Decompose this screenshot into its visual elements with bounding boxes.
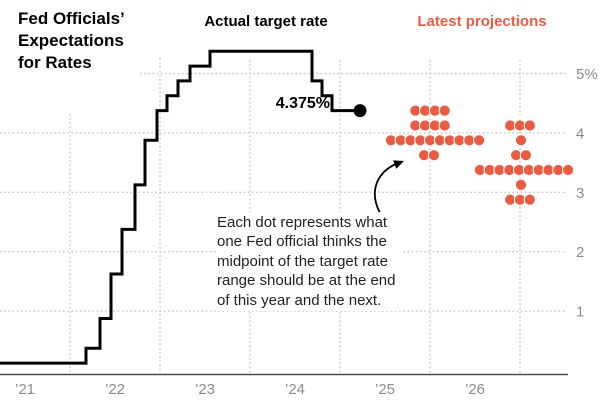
dot-plot-2025 [384, 104, 486, 162]
rate-value-label: 4.375% [275, 95, 330, 112]
page-title-line: Fed Officials’ [18, 9, 125, 28]
annotation-arrow [373, 160, 404, 214]
x-axis-tick-label: ’26 [465, 381, 485, 398]
projection-dot [523, 193, 536, 206]
x-axis-tick-label: ’25 [375, 381, 395, 398]
y-axis-tick-label: 5% [576, 66, 598, 83]
projection-dot [514, 178, 528, 191]
projection-dot [438, 119, 451, 132]
y-axis-tick-label: 1 [576, 304, 584, 321]
page-title-line: Expectations [18, 31, 124, 50]
dot-explainer-annotation: Each dot represents what one Fed officia… [217, 212, 402, 312]
x-axis-tick-label: ’23 [195, 381, 215, 398]
y-axis-tick-label: 4 [576, 125, 584, 142]
actual-target-rate-label: Actual target rate [204, 13, 328, 30]
y-axis-tick-label: 3 [576, 185, 584, 202]
page-title-line: for Rates [18, 53, 92, 72]
x-axis-tick-label: ’21 [15, 381, 35, 398]
projection-dot [473, 134, 486, 147]
annotation-line: Each dot represents what [217, 214, 388, 231]
x-axis-tick-label: ’24 [285, 381, 305, 398]
annotation-line: of this year and the next. [217, 291, 382, 309]
projection-dot [562, 163, 575, 177]
annotation-line: range should be at the end [217, 272, 396, 290]
page-title: Fed Officials’ Expectations for Rates [18, 8, 125, 74]
projection-dot [438, 104, 451, 117]
annotation-line: midpoint of the target rate [217, 252, 388, 270]
dot-plot-2026 [473, 119, 575, 206]
annotation-line: one Fed official thinks the [217, 233, 387, 251]
y-axis-tick-label: 2 [576, 244, 584, 261]
projection-dot [427, 149, 440, 162]
current-rate-dot [353, 104, 367, 118]
target-rate-line [0, 49, 357, 365]
projection-dot [514, 134, 528, 147]
latest-projections-label: Latest projections [417, 13, 547, 30]
x-axis-tick-label: ’22 [105, 381, 125, 398]
projection-dot [523, 119, 536, 132]
projection-dot [519, 149, 533, 162]
